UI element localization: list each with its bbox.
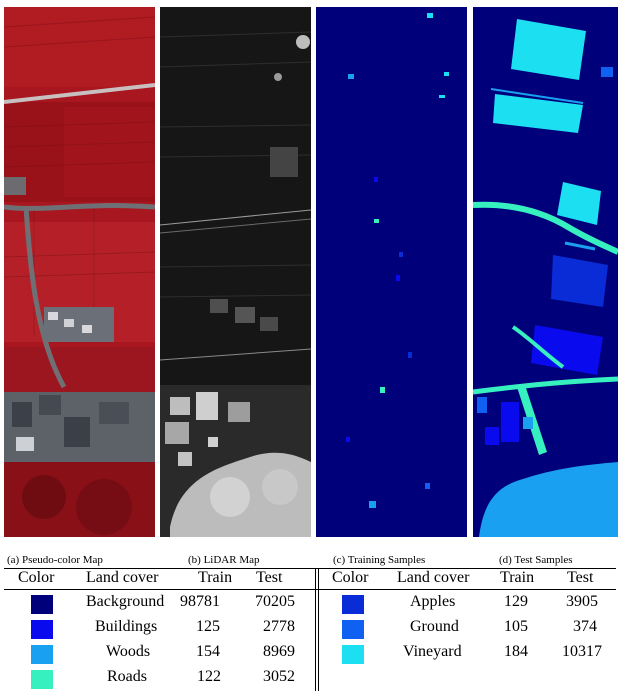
color-swatch bbox=[342, 620, 364, 639]
train-cell: 129 bbox=[504, 593, 528, 610]
test-cell: 8969 bbox=[263, 643, 295, 660]
train-cell: 125 bbox=[196, 618, 220, 635]
lidar-map-image bbox=[160, 7, 311, 537]
land-cover-cell: Apples bbox=[410, 593, 456, 610]
test-cell: 374 bbox=[573, 618, 597, 635]
train-cell: 184 bbox=[504, 643, 528, 660]
land-cover-cell: Vineyard bbox=[403, 643, 462, 660]
land-cover-cell: Ground bbox=[410, 618, 459, 635]
header-test: Test bbox=[567, 569, 594, 586]
header-color: Color bbox=[332, 569, 369, 586]
table-divider-1 bbox=[315, 569, 316, 691]
color-swatch bbox=[342, 595, 364, 614]
land-cover-cell: Roads bbox=[107, 668, 147, 685]
test-cell: 2778 bbox=[263, 618, 295, 635]
header-train: Train bbox=[198, 569, 233, 586]
table-divider-2 bbox=[318, 569, 319, 691]
train-cell: 105 bbox=[504, 618, 528, 635]
color-swatch bbox=[31, 595, 53, 614]
pseudo-color-map-image bbox=[4, 7, 155, 537]
test-cell: 3052 bbox=[263, 668, 295, 685]
table-header-rule bbox=[4, 589, 616, 590]
test-cell: 70205 bbox=[255, 593, 295, 610]
caption-lidar-map: (b) LiDAR Map bbox=[188, 554, 260, 566]
caption-training-samples: (c) Training Samples bbox=[333, 554, 426, 566]
header-land-cover: Land cover bbox=[86, 569, 159, 586]
color-swatch bbox=[31, 670, 53, 689]
train-cell: 98781 bbox=[180, 593, 220, 610]
header-train: Train bbox=[500, 569, 535, 586]
test-cell: 3905 bbox=[566, 593, 598, 610]
header-test: Test bbox=[256, 569, 283, 586]
train-cell: 122 bbox=[197, 668, 221, 685]
header-land-cover: Land cover bbox=[397, 569, 470, 586]
color-swatch bbox=[31, 645, 53, 664]
header-color: Color bbox=[18, 569, 55, 586]
train-cell: 154 bbox=[196, 643, 220, 660]
land-cover-cell: Buildings bbox=[95, 618, 158, 635]
test-samples-map bbox=[473, 7, 618, 537]
color-swatch bbox=[31, 620, 53, 639]
test-cell: 10317 bbox=[562, 643, 602, 660]
caption-pseudo-color-map: (a) Pseudo-color Map bbox=[7, 554, 103, 566]
land-cover-cell: Woods bbox=[106, 643, 151, 660]
training-samples-map bbox=[316, 7, 467, 537]
table-top-rule bbox=[4, 568, 616, 569]
land-cover-cell: Background bbox=[86, 593, 165, 610]
color-swatch bbox=[342, 645, 364, 664]
caption-test-samples: (d) Test Samples bbox=[499, 554, 573, 566]
